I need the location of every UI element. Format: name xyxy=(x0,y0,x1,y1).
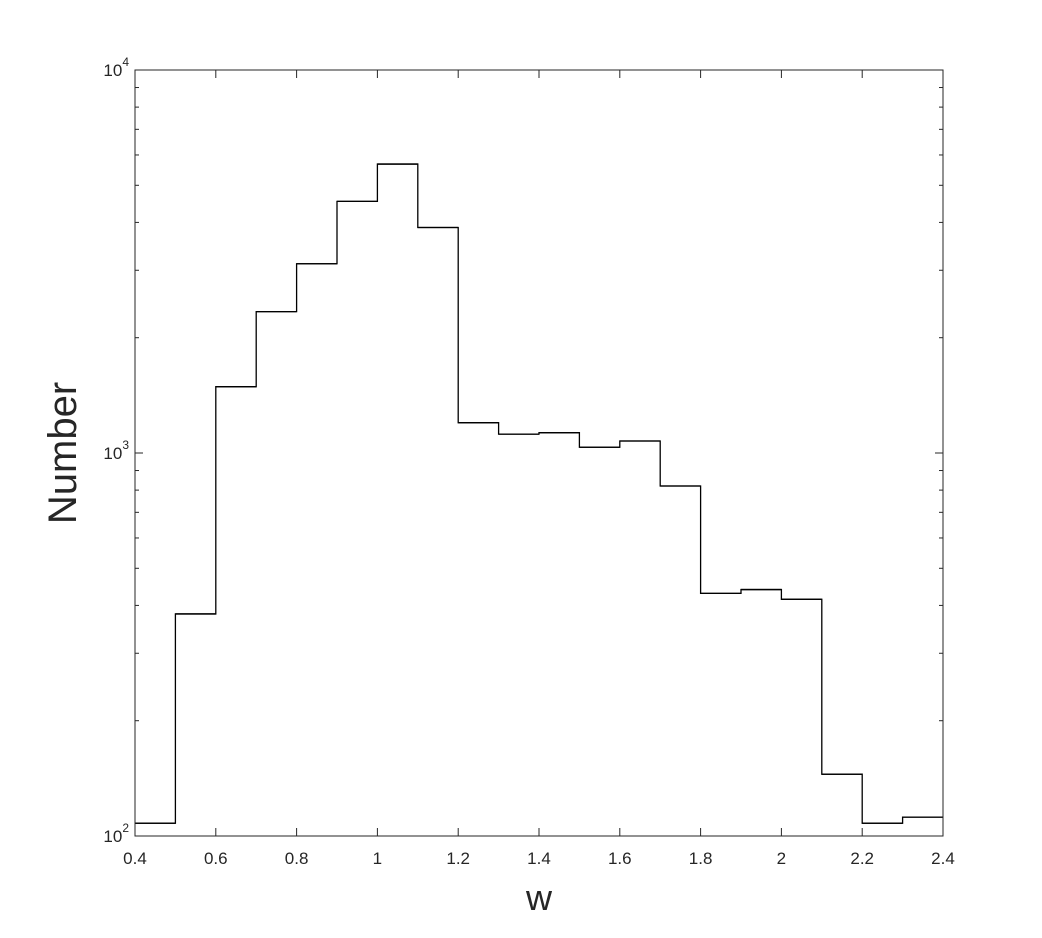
x-tick-label: 0.6 xyxy=(204,849,228,868)
x-tick-label: 1.4 xyxy=(527,849,551,868)
histogram-bins xyxy=(135,163,943,824)
plot-frame xyxy=(134,69,944,837)
x-tick-labels: 0.4 0.6 0.8 1 1.2 1.4 1.6 1.8 2 2.2 2.4 xyxy=(123,849,955,868)
x-tick-label: 1.8 xyxy=(689,849,713,868)
y-tick-labels: 102 103 104 xyxy=(103,55,129,846)
minor-ticks xyxy=(135,87,943,722)
y-axis-label: Number xyxy=(41,382,85,524)
x-tick-label: 1 xyxy=(373,849,382,868)
x-tick-label: 1.6 xyxy=(608,849,632,868)
y-tick-label: 103 xyxy=(103,438,129,463)
x-tick-label: 1.2 xyxy=(446,849,470,868)
histogram-series-outline xyxy=(135,163,943,824)
y-tick-label: 104 xyxy=(103,55,129,80)
y-tick-label: 102 xyxy=(103,821,129,846)
x-tick-label: 2.2 xyxy=(850,849,874,868)
x-tick-label: 2 xyxy=(777,849,786,868)
x-tick-label: 0.8 xyxy=(285,849,309,868)
x-tick-label: 0.4 xyxy=(123,849,147,868)
x-axis-label: w xyxy=(525,877,553,918)
x-tick-label: 2.4 xyxy=(931,849,955,868)
